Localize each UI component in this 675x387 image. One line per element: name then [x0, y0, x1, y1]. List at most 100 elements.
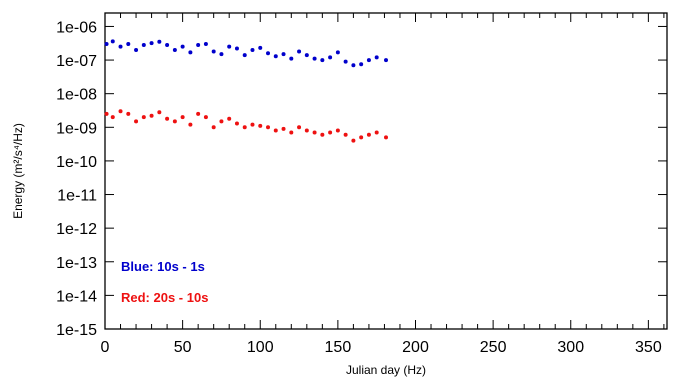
data-point — [320, 132, 325, 137]
data-point — [250, 122, 255, 127]
x-tick-label: 250 — [480, 339, 507, 356]
data-point — [203, 115, 208, 120]
data-point — [297, 125, 302, 130]
data-point — [281, 52, 286, 57]
data-point — [149, 113, 154, 118]
data-point — [297, 49, 302, 54]
data-point — [335, 50, 340, 55]
x-tick-label: 100 — [247, 339, 274, 356]
data-point — [384, 58, 388, 63]
data-point — [258, 45, 263, 50]
x-tick-label: 350 — [635, 339, 662, 356]
data-point — [335, 128, 340, 133]
y-tick-label: 1e-12 — [56, 221, 97, 238]
y-tick-label: 1e-09 — [56, 120, 97, 137]
data-point — [165, 116, 170, 121]
data-point — [196, 43, 201, 48]
data-point — [374, 55, 379, 60]
data-point — [242, 53, 247, 58]
data-point — [289, 130, 294, 135]
y-tick-label: 1e-07 — [56, 53, 97, 70]
data-point — [384, 135, 388, 140]
data-point — [149, 41, 154, 46]
data-point — [242, 125, 247, 130]
data-point — [110, 39, 115, 44]
data-points — [104, 39, 388, 143]
y-tick-label: 1e-14 — [56, 288, 97, 305]
data-point — [304, 128, 309, 133]
data-point — [126, 111, 131, 116]
data-point — [359, 62, 364, 67]
data-point — [211, 125, 216, 130]
data-point — [227, 44, 232, 49]
y-axis-title: Energy (m²/s⁴/Hz) — [11, 123, 25, 219]
data-point — [234, 121, 239, 126]
data-point — [141, 43, 146, 48]
y-tick-label: 1e-11 — [57, 188, 97, 205]
data-point — [374, 130, 379, 135]
y-tick-label: 1e-15 — [56, 322, 97, 339]
legend-red: Red: 20s - 10s — [121, 290, 208, 305]
data-point — [219, 119, 224, 124]
data-point — [320, 58, 325, 63]
y-axis: 1e-15 1e-14 1e-13 1e-12 1e-11 1e-10 1e-09 1e-08… — [56, 19, 667, 339]
data-point — [366, 58, 371, 63]
data-point — [104, 111, 109, 116]
data-point — [134, 119, 139, 124]
data-point — [104, 42, 109, 47]
data-point — [157, 39, 162, 44]
data-point — [312, 56, 317, 61]
data-point — [203, 42, 208, 47]
x-tick-label: 150 — [325, 339, 352, 356]
data-point — [273, 54, 278, 59]
data-point — [110, 115, 115, 120]
data-point — [266, 125, 271, 130]
y-tick-label: 1e-06 — [56, 19, 97, 36]
data-point — [196, 111, 201, 116]
data-point — [118, 44, 123, 49]
data-point — [118, 109, 123, 114]
x-tick-label: 300 — [557, 339, 584, 356]
data-point — [141, 115, 146, 120]
data-point — [172, 119, 177, 124]
data-point — [227, 116, 232, 121]
data-point — [281, 126, 286, 131]
data-point — [234, 46, 239, 51]
y-tick-label: 1e-13 — [56, 255, 97, 272]
data-point — [134, 47, 139, 52]
data-point — [219, 52, 224, 57]
data-point — [165, 43, 170, 48]
data-point — [258, 123, 263, 128]
data-point — [157, 110, 162, 115]
y-tick-label: 1e-08 — [56, 87, 97, 104]
data-point — [266, 51, 271, 56]
data-point — [250, 47, 255, 52]
y-tick-label: 1e-10 — [56, 154, 97, 171]
data-point — [343, 132, 348, 137]
data-point — [304, 53, 309, 58]
data-point — [359, 135, 364, 140]
data-point — [351, 63, 356, 68]
x-tick-label: 50 — [174, 339, 192, 356]
data-point — [211, 49, 216, 54]
data-point — [366, 132, 371, 137]
data-point — [328, 130, 333, 135]
data-point — [172, 47, 177, 52]
data-point — [188, 122, 193, 127]
plot-frame — [104, 12, 668, 330]
x-tick-label: 0 — [101, 339, 110, 356]
data-point — [180, 44, 185, 49]
data-point — [312, 130, 317, 135]
x-axis-title: Julian day (Hz) — [346, 363, 426, 377]
x-tick-label: 200 — [402, 339, 429, 356]
x-axis: 0 50 100 150 200 250 300 350 — [101, 13, 665, 356]
data-point — [126, 42, 131, 47]
data-point — [180, 115, 185, 120]
data-point — [289, 56, 294, 61]
data-point — [188, 50, 193, 55]
data-point — [351, 138, 356, 143]
data-point — [343, 59, 348, 64]
data-point — [328, 55, 333, 60]
data-point — [273, 128, 278, 133]
